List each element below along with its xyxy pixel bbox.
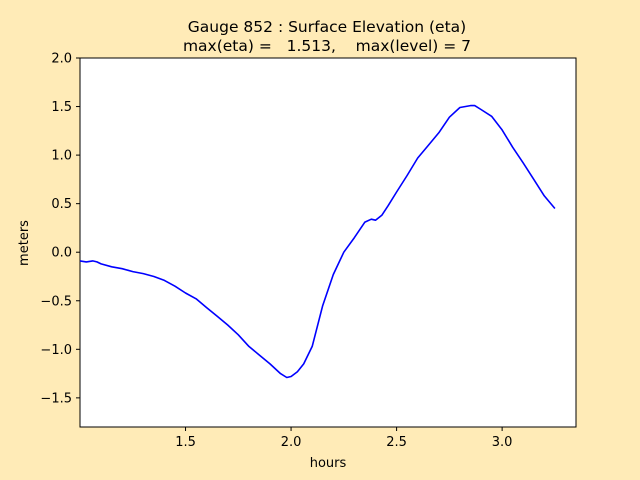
y-tick-label: 0.5: [51, 197, 72, 212]
y-tick-label: 1.0: [51, 149, 72, 164]
y-tick-label: 0.0: [51, 246, 72, 261]
x-tick-label: 2.0: [281, 435, 302, 450]
x-axis-label: hours: [310, 456, 347, 471]
y-tick-label: −0.5: [40, 294, 72, 309]
y-tick-label: 2.0: [51, 52, 72, 67]
x-tick-label: 2.5: [386, 435, 407, 450]
series-layer: [79, 104, 556, 379]
x-axis: 1.5 2.0 2.5 3.0: [175, 427, 512, 450]
eta-series-line: [79, 104, 556, 379]
chart-title: Gauge 852 : Surface Elevation (eta): [188, 18, 466, 36]
x-tick-label: 3.0: [492, 435, 513, 450]
y-axis: −1.5 −1.0 −0.5 0.0 0.5 1.0 1.5 2.0: [40, 52, 80, 406]
y-tick-label: −1.0: [40, 343, 72, 358]
y-tick-label: 1.5: [51, 100, 72, 115]
x-tick-label: 1.5: [175, 435, 196, 450]
plot-area: [79, 57, 577, 428]
y-axis-label: meters: [17, 220, 32, 266]
y-tick-label: −1.5: [40, 391, 72, 406]
chart-subtitle: max(eta) = 1.513, max(level) = 7: [183, 37, 471, 55]
